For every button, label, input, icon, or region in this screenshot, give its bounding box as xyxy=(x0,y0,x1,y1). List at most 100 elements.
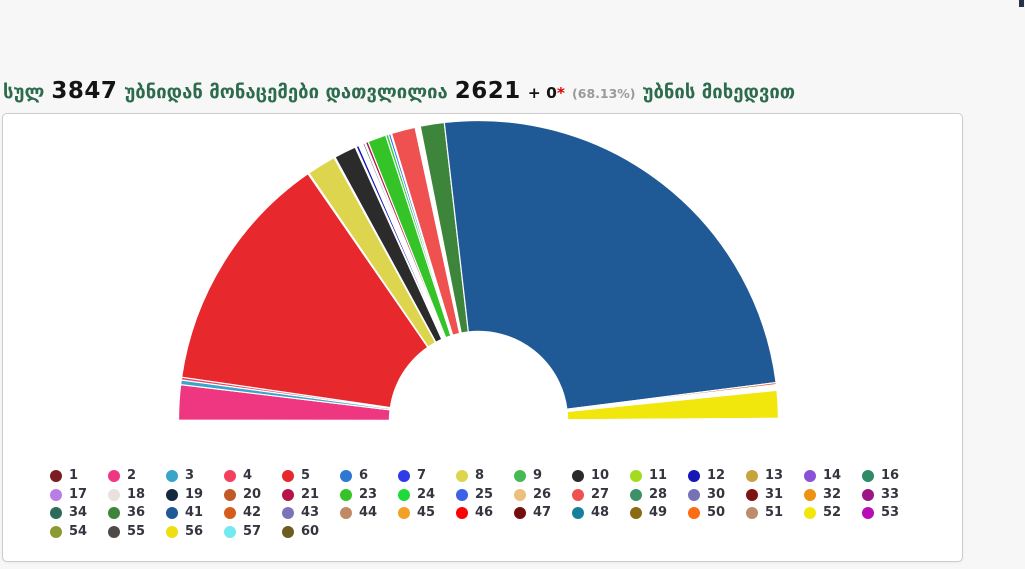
legend-item-54: 54 xyxy=(50,523,108,542)
legend-number-label: 19 xyxy=(185,486,204,502)
legend-color-dot xyxy=(398,488,410,501)
legend-number-label: 55 xyxy=(127,523,146,539)
legend-number-label: 30 xyxy=(707,486,726,502)
legend-item-44: 44 xyxy=(340,504,398,523)
legend-color-dot xyxy=(108,470,120,483)
legend-number-label: 26 xyxy=(533,486,552,502)
legend-color-dot xyxy=(862,488,874,501)
legend-color-dot xyxy=(166,488,178,501)
legend-number-label: 42 xyxy=(243,505,262,521)
chart-slice-41[interactable] xyxy=(443,119,777,410)
legend-number-label: 13 xyxy=(765,468,784,484)
legend-color-dot xyxy=(804,488,816,501)
chart-legend: 1 2 3 4 5 6 7 8 9 10 11 12 13 14 16 17 18 19 20 21 23 24 25 26 2… xyxy=(50,467,930,541)
legend-color-dot xyxy=(166,525,178,538)
legend-number-label: 20 xyxy=(243,486,262,502)
legend-color-dot xyxy=(514,470,526,483)
legend-color-dot xyxy=(456,507,468,520)
legend-color-dot xyxy=(514,488,526,501)
legend-item-6: 6 xyxy=(340,467,398,486)
legend-number-label: 48 xyxy=(591,505,610,521)
legend-item-60: 60 xyxy=(282,523,340,542)
legend-color-dot xyxy=(514,507,526,520)
legend-color-dot xyxy=(50,525,62,538)
legend-number-label: 57 xyxy=(243,523,262,539)
legend-number-label: 1 xyxy=(69,468,79,484)
legend-number-label: 33 xyxy=(881,486,900,502)
legend-number-label: 2 xyxy=(127,468,137,484)
legend-item-46: 46 xyxy=(456,504,514,523)
legend-number-label: 18 xyxy=(127,486,146,502)
legend-item-9: 9 xyxy=(514,467,572,486)
legend-item-4: 4 xyxy=(224,467,282,486)
legend-color-dot xyxy=(398,470,410,483)
legend-color-dot xyxy=(630,488,642,501)
legend-color-dot xyxy=(688,488,700,501)
legend-item-23: 23 xyxy=(340,486,398,505)
legend-color-dot xyxy=(688,470,700,483)
legend-item-13: 13 xyxy=(746,467,804,486)
legend-number-label: 28 xyxy=(649,486,668,502)
legend-color-dot xyxy=(398,507,410,520)
legend-item-43: 43 xyxy=(282,504,340,523)
legend-item-30: 30 xyxy=(688,486,746,505)
legend-number-label: 43 xyxy=(301,505,320,521)
counted-percent: (68.13%) xyxy=(572,86,636,101)
legend-color-dot xyxy=(108,525,120,538)
chart-slice-5[interactable] xyxy=(180,172,429,409)
legend-item-41: 41 xyxy=(166,504,224,523)
legend-number-label: 12 xyxy=(707,468,726,484)
legend-color-dot xyxy=(340,488,352,501)
legend-color-dot xyxy=(572,488,584,501)
legend-item-3: 3 xyxy=(166,467,224,486)
legend-number-label: 60 xyxy=(301,523,320,539)
legend-number-label: 32 xyxy=(823,486,842,502)
legend-item-57: 57 xyxy=(224,523,282,542)
legend-number-label: 11 xyxy=(649,468,668,484)
legend-item-42: 42 xyxy=(224,504,282,523)
legend-item-50: 50 xyxy=(688,504,746,523)
legend-item-49: 49 xyxy=(630,504,688,523)
legend-color-dot xyxy=(108,507,120,520)
legend-color-dot xyxy=(340,507,352,520)
label-by-station: უბნის მიხედვით xyxy=(642,82,796,103)
legend-color-dot xyxy=(282,525,294,538)
counted-stations-count: 2621 xyxy=(454,78,521,104)
legend-number-label: 4 xyxy=(243,468,253,484)
legend-item-17: 17 xyxy=(50,486,108,505)
legend-item-10: 10 xyxy=(572,467,630,486)
legend-number-label: 46 xyxy=(475,505,494,521)
legend-color-dot xyxy=(456,488,468,501)
legend-item-18: 18 xyxy=(108,486,166,505)
legend-color-dot xyxy=(862,470,874,483)
legend-number-label: 54 xyxy=(69,523,88,539)
scrollbar-corner-artifact xyxy=(1019,0,1024,7)
legend-color-dot xyxy=(804,470,816,483)
legend-item-33: 33 xyxy=(862,486,920,505)
legend-item-36: 36 xyxy=(108,504,166,523)
legend-item-45: 45 xyxy=(398,504,456,523)
legend-item-53: 53 xyxy=(862,504,920,523)
legend-number-label: 56 xyxy=(185,523,204,539)
legend-item-1: 1 xyxy=(50,467,108,486)
legend-color-dot xyxy=(108,488,120,501)
legend-number-label: 10 xyxy=(591,468,610,484)
legend-color-dot xyxy=(630,507,642,520)
legend-number-label: 27 xyxy=(591,486,610,502)
legend-number-label: 49 xyxy=(649,505,668,521)
legend-color-dot xyxy=(224,470,236,483)
legend-number-label: 45 xyxy=(417,505,436,521)
legend-number-label: 31 xyxy=(765,486,784,502)
legend-item-28: 28 xyxy=(630,486,688,505)
legend-item-2: 2 xyxy=(108,467,166,486)
legend-item-14: 14 xyxy=(804,467,862,486)
legend-item-24: 24 xyxy=(398,486,456,505)
legend-color-dot xyxy=(50,507,62,520)
legend-number-label: 41 xyxy=(185,505,204,521)
legend-item-20: 20 xyxy=(224,486,282,505)
legend-number-label: 9 xyxy=(533,468,543,484)
legend-color-dot xyxy=(282,488,294,501)
legend-number-label: 51 xyxy=(765,505,784,521)
legend-number-label: 50 xyxy=(707,505,726,521)
legend-item-16: 16 xyxy=(862,467,920,486)
